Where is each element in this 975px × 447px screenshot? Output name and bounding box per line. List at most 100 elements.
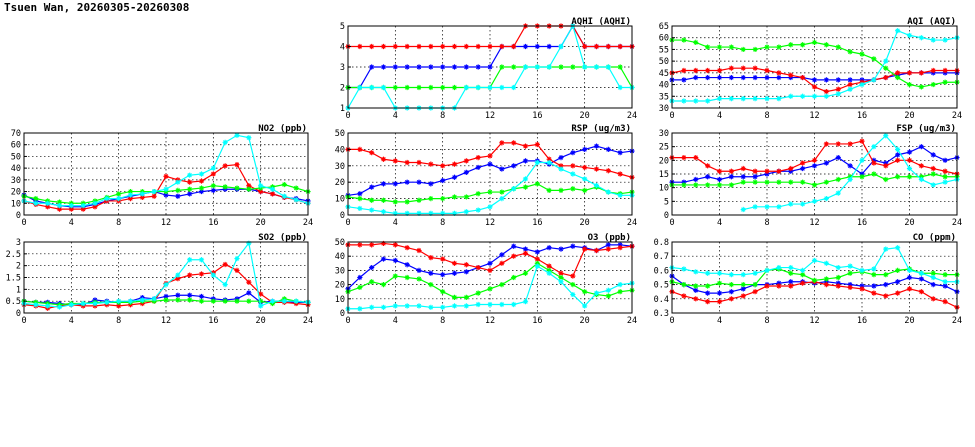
- co-blue-point: [835, 280, 841, 286]
- rsp-blue-point: [475, 164, 481, 171]
- aqi-cyan-point: [930, 37, 936, 43]
- o3-cyan-point: [392, 303, 398, 309]
- rsp-cyan-point: [463, 209, 469, 215]
- fsp-ytick-label: 15: [659, 170, 669, 180]
- no2-xtick-label: 16: [208, 218, 218, 228]
- aqhi-red-point: [451, 43, 458, 50]
- rsp-xtick-label: 4: [393, 218, 398, 228]
- so2-cyan-point: [258, 303, 264, 309]
- co-blue-point: [740, 286, 746, 292]
- so2-cyan-point: [281, 298, 287, 304]
- so2-green-point: [210, 298, 216, 304]
- rsp-cyan-point: [605, 189, 611, 195]
- rsp-red-point: [617, 171, 623, 177]
- o3-green-point: [416, 276, 422, 282]
- aqhi-ytick-label: 5: [340, 22, 345, 32]
- aqi-xtick-label: 8: [764, 111, 769, 121]
- rsp-red-point: [511, 140, 517, 146]
- fsp-xtick-label: 12: [809, 218, 819, 228]
- aqi-red-point: [728, 65, 734, 71]
- aqi-ytick-label: 30: [659, 104, 669, 114]
- fsp-red-point: [693, 155, 699, 161]
- rsp-cyan-point: [570, 171, 576, 177]
- o3-ytick-label: 50: [335, 238, 345, 248]
- o3-cyan-point: [416, 303, 422, 309]
- fsp-ytick-label: 10: [659, 184, 669, 194]
- rsp-red-point: [463, 158, 469, 164]
- co-green-point: [895, 267, 901, 273]
- o3-green-point: [570, 282, 576, 288]
- rsp-chart: 0 10 20 30 40 50 0 4 8 12 16 20 24 RSP (ug/m3): [335, 124, 637, 228]
- rsp-ytick-label: 50: [335, 129, 345, 139]
- fsp-blue-point: [788, 168, 794, 174]
- aqhi-cyan-point: [511, 84, 517, 91]
- co-green-point: [823, 276, 829, 282]
- aqi-green-point: [835, 44, 841, 50]
- co-red-point: [728, 296, 734, 302]
- fsp-green-point: [776, 179, 782, 185]
- so2-cyan-point: [293, 298, 299, 304]
- fsp-cyan-point: [811, 198, 818, 204]
- co-cyan-point: [740, 272, 746, 278]
- aqi-ytick-label: 50: [659, 57, 669, 67]
- rsp-red-point: [546, 156, 552, 162]
- aqi-xtick-label: 24: [952, 111, 962, 121]
- fsp-ytick-label: 25: [659, 143, 669, 153]
- co-ytick-label: 0.8: [654, 238, 669, 248]
- no2-cyan-point: [258, 183, 264, 189]
- o3-green-point: [451, 294, 458, 300]
- so2-red-point: [198, 271, 205, 277]
- aqhi-green-point: [440, 84, 446, 91]
- no2-cyan-point: [246, 135, 252, 141]
- fsp-blue-point: [681, 179, 687, 185]
- o3-cyan-point: [451, 303, 458, 309]
- aqi-ytick-label: 40: [659, 81, 669, 91]
- co-green-point: [942, 272, 948, 278]
- o3-cyan-point: [570, 291, 576, 298]
- so2-green-point: [175, 297, 181, 303]
- rsp-cyan-point: [558, 166, 564, 172]
- aqi-xtick-label: 4: [717, 111, 722, 121]
- co-green-point: [883, 272, 889, 278]
- rsp-xtick-label: 8: [440, 218, 445, 228]
- co-red-point: [776, 283, 782, 289]
- fsp-blue-point: [716, 176, 723, 183]
- aqi-red-point: [847, 81, 853, 88]
- co-xtick-label: 8: [764, 316, 769, 326]
- so2-ytick-label: 0: [16, 309, 21, 319]
- rsp-green-point: [582, 187, 588, 193]
- o3-blue-point: [416, 267, 422, 273]
- rsp-green-point: [463, 194, 469, 200]
- o3-ytick-label: 40: [335, 252, 345, 262]
- rsp-blue-point: [440, 177, 446, 184]
- so2-green-point: [234, 298, 240, 304]
- aqhi-blue-point: [451, 64, 458, 70]
- aqi-blue-point: [752, 74, 758, 81]
- o3-cyan-point: [546, 270, 552, 276]
- aqi-green-point: [895, 74, 901, 81]
- aqhi-xtick-label: 20: [580, 111, 590, 121]
- co-ytick-label: 0.7: [654, 252, 669, 262]
- o3-xtick-label: 16: [532, 316, 542, 326]
- aqhi-red-point: [605, 43, 611, 50]
- aqi-blue-point: [811, 77, 818, 83]
- aqi-blue-point: [705, 74, 711, 81]
- aqhi-red-point: [404, 43, 410, 50]
- aqhi-xtick-label: 0: [345, 111, 350, 121]
- co-red-point: [716, 299, 723, 305]
- rsp-xtick-label: 24: [627, 218, 637, 228]
- no2-green-point: [222, 184, 228, 190]
- fsp-green-point: [859, 174, 865, 180]
- o3-red-point: [534, 256, 540, 262]
- fsp-blue-point: [764, 171, 770, 177]
- aqhi-green-point: [570, 64, 576, 70]
- o3-ytick-label: 20: [335, 281, 345, 291]
- aqi-green-point: [740, 46, 746, 53]
- co-xtick-label: 12: [809, 316, 819, 326]
- co-cyan-point: [681, 266, 687, 272]
- co-ytick-label: 0.4: [654, 295, 669, 305]
- rsp-blue-point: [522, 158, 529, 164]
- aqhi-red-point: [593, 43, 600, 50]
